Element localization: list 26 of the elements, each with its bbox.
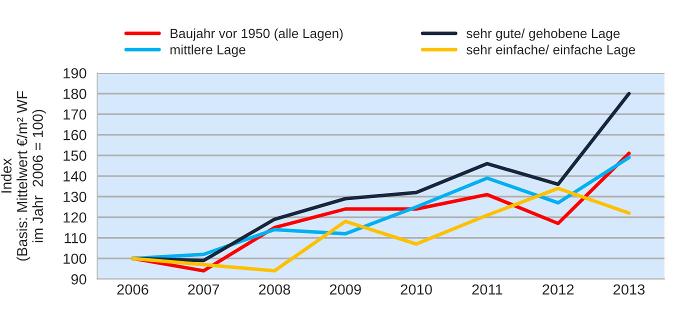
y-tick-label: 120: [64, 212, 86, 223]
x-tick-label: 2011: [472, 284, 502, 295]
legend-label: sehr einfache/ einfache Lage: [466, 44, 636, 57]
y-tick-label: 140: [64, 171, 86, 182]
x-tick-label: 2012: [542, 284, 574, 295]
y-axis-title: Index (Basis: Mittelwert €/m² WF im Jahr 2006 = 100): [0, 91, 46, 261]
x-tick-label: 2010: [400, 284, 432, 295]
legend-label: Baujahr vor 1950 (alle Lagen): [170, 28, 343, 41]
x-tick-label: 2008: [259, 284, 290, 295]
y-tick-label: 170: [64, 109, 86, 120]
line-series: [130, 186, 631, 273]
y-tick-label: 190: [64, 68, 86, 78]
x-tick-label: 2013: [614, 284, 645, 295]
y-tick-label: 110: [64, 232, 86, 244]
y-tick-label: 180: [64, 88, 86, 100]
y-tick-label: 160: [64, 130, 86, 140]
y-tick-label: 150: [64, 150, 86, 161]
legend-label: mittlere Lage: [170, 44, 246, 57]
x-tick-label: 2007: [188, 284, 220, 295]
y-tick-label: 130: [64, 192, 86, 202]
line-series: [130, 92, 631, 262]
y-tick-label: 100: [64, 254, 86, 264]
y-tick-label: 90: [71, 274, 86, 284]
x-tick-label: 2006: [117, 284, 148, 295]
x-tick-label: 2009: [330, 284, 361, 295]
legend-label: sehr gute/ gehobene Lage: [466, 28, 620, 41]
